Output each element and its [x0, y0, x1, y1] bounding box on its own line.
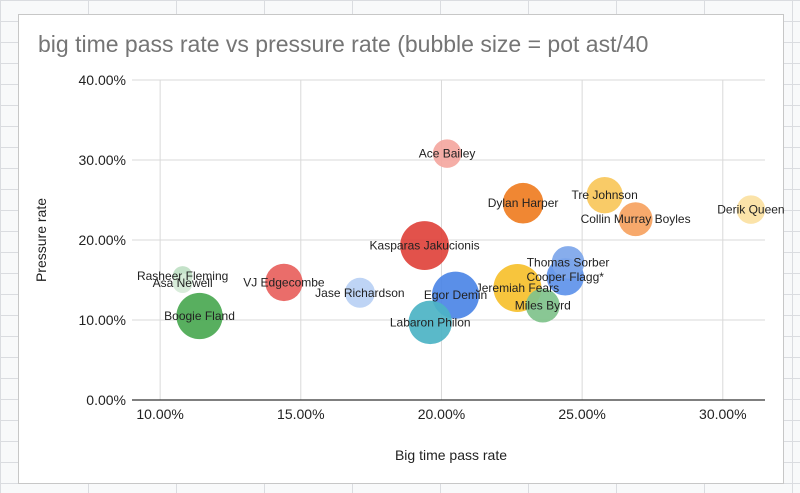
bubble-labels: Ace Bailey Dylan Harper Tre Johnson Collin … [137, 147, 785, 330]
bubble-label: Dylan Harper [488, 196, 559, 210]
x-tick-label: 25.00% [558, 406, 605, 422]
bubble-label: Jeremiah Fears [476, 281, 559, 295]
bubble-label: Cooper Flagg* [527, 270, 605, 284]
chart-title: big time pass rate vs pressure rate (bub… [38, 31, 649, 57]
bubble-label: Jase Richardson [315, 286, 404, 300]
y-tick-label: 20.00% [79, 232, 126, 248]
x-tick-label: 30.00% [699, 406, 746, 422]
bubble[interactable] [265, 263, 303, 302]
bubble-label: Boogie Fland [164, 309, 235, 323]
bubble[interactable] [551, 246, 585, 279]
bubble[interactable] [176, 292, 223, 340]
bubble-label: Miles Byrd [515, 299, 571, 313]
bubble-label: Egor Demin [424, 288, 487, 302]
bubble-label: Asa Newell [153, 276, 213, 290]
bubble[interactable] [736, 195, 766, 224]
bubble-label: Tre Johnson [572, 188, 638, 202]
tick-labels: 10.00% 15.00% 20.00% 25.00% 30.00% 0.00% 10.00… [79, 72, 747, 422]
bubble-label: Collin Murray Boyles [581, 212, 691, 226]
bubble[interactable] [172, 273, 193, 294]
y-tick-label: 30.00% [79, 152, 126, 168]
bubble[interactable] [502, 182, 544, 224]
x-tick-label: 15.00% [277, 406, 324, 422]
y-tick-label: 0.00% [86, 392, 126, 408]
bubble-label: Labaron Philon [390, 315, 471, 329]
x-tick-label: 20.00% [418, 406, 465, 422]
bubble-label: Kasparas Jakucionis [370, 239, 480, 253]
bubble[interactable] [618, 202, 653, 237]
bubble-label: Ace Bailey [419, 147, 476, 161]
bubble[interactable] [525, 288, 560, 323]
y-axis-title: Pressure rate [33, 198, 49, 282]
x-axis-title: Big time pass rate [395, 447, 507, 463]
bubble-label: Derik Queen [717, 203, 784, 217]
bubble-label: Thomas Sorber [527, 255, 610, 269]
bubble-label: VJ Edgecombe [243, 275, 325, 289]
bubble[interactable] [408, 300, 452, 345]
x-tick-label: 10.00% [136, 406, 183, 422]
bubble[interactable] [344, 277, 375, 308]
bubble-label: Rasheer Fleming [137, 269, 228, 283]
bubbles [172, 139, 766, 345]
y-tick-label: 10.00% [79, 312, 126, 328]
bubble[interactable] [400, 221, 450, 271]
bubble[interactable] [586, 177, 623, 214]
bubble[interactable] [432, 139, 462, 168]
y-tick-label: 40.00% [79, 72, 126, 88]
